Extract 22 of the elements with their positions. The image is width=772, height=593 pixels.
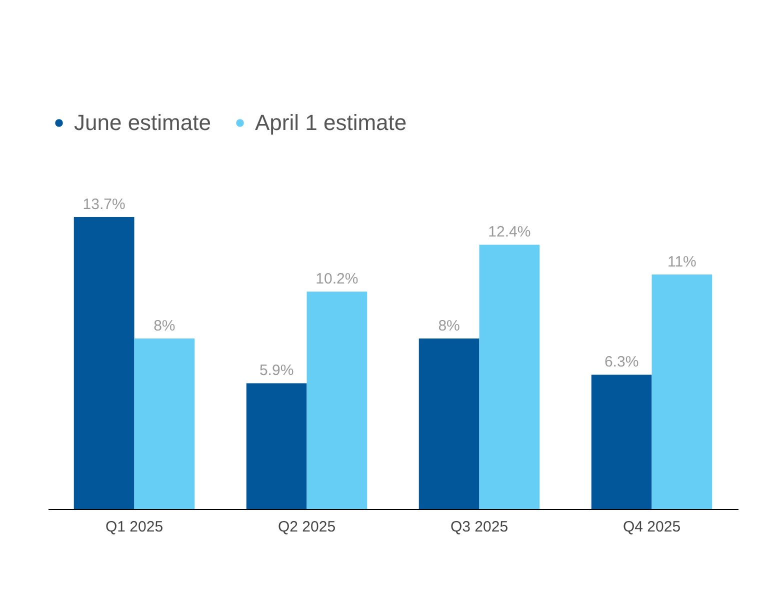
bar [591,374,652,509]
bar [652,274,712,509]
legend-label: June estimate [74,110,211,135]
x-tick-label: Q2 2025 [278,518,336,536]
x-tick-label: Q4 2025 [622,518,681,536]
data-label: 13.7% [82,196,126,213]
bar [134,338,195,509]
bar [479,244,540,509]
data-label: 11% [667,254,696,271]
data-label: 8% [154,317,176,334]
bar [306,292,368,509]
data-label: 5.9% [259,362,294,380]
x-tick-label: Q1 2025 [105,518,164,536]
data-label: 10.2% [316,270,358,288]
x-tick-label: Q3 2025 [450,518,508,536]
legend-label: April 1 estimate [255,110,407,135]
data-label: 12.4% [488,224,531,241]
data-label: 6.3% [604,354,639,371]
bar [418,338,480,509]
data-label: 8% [438,317,460,334]
bar [246,383,307,509]
bar [74,217,134,509]
